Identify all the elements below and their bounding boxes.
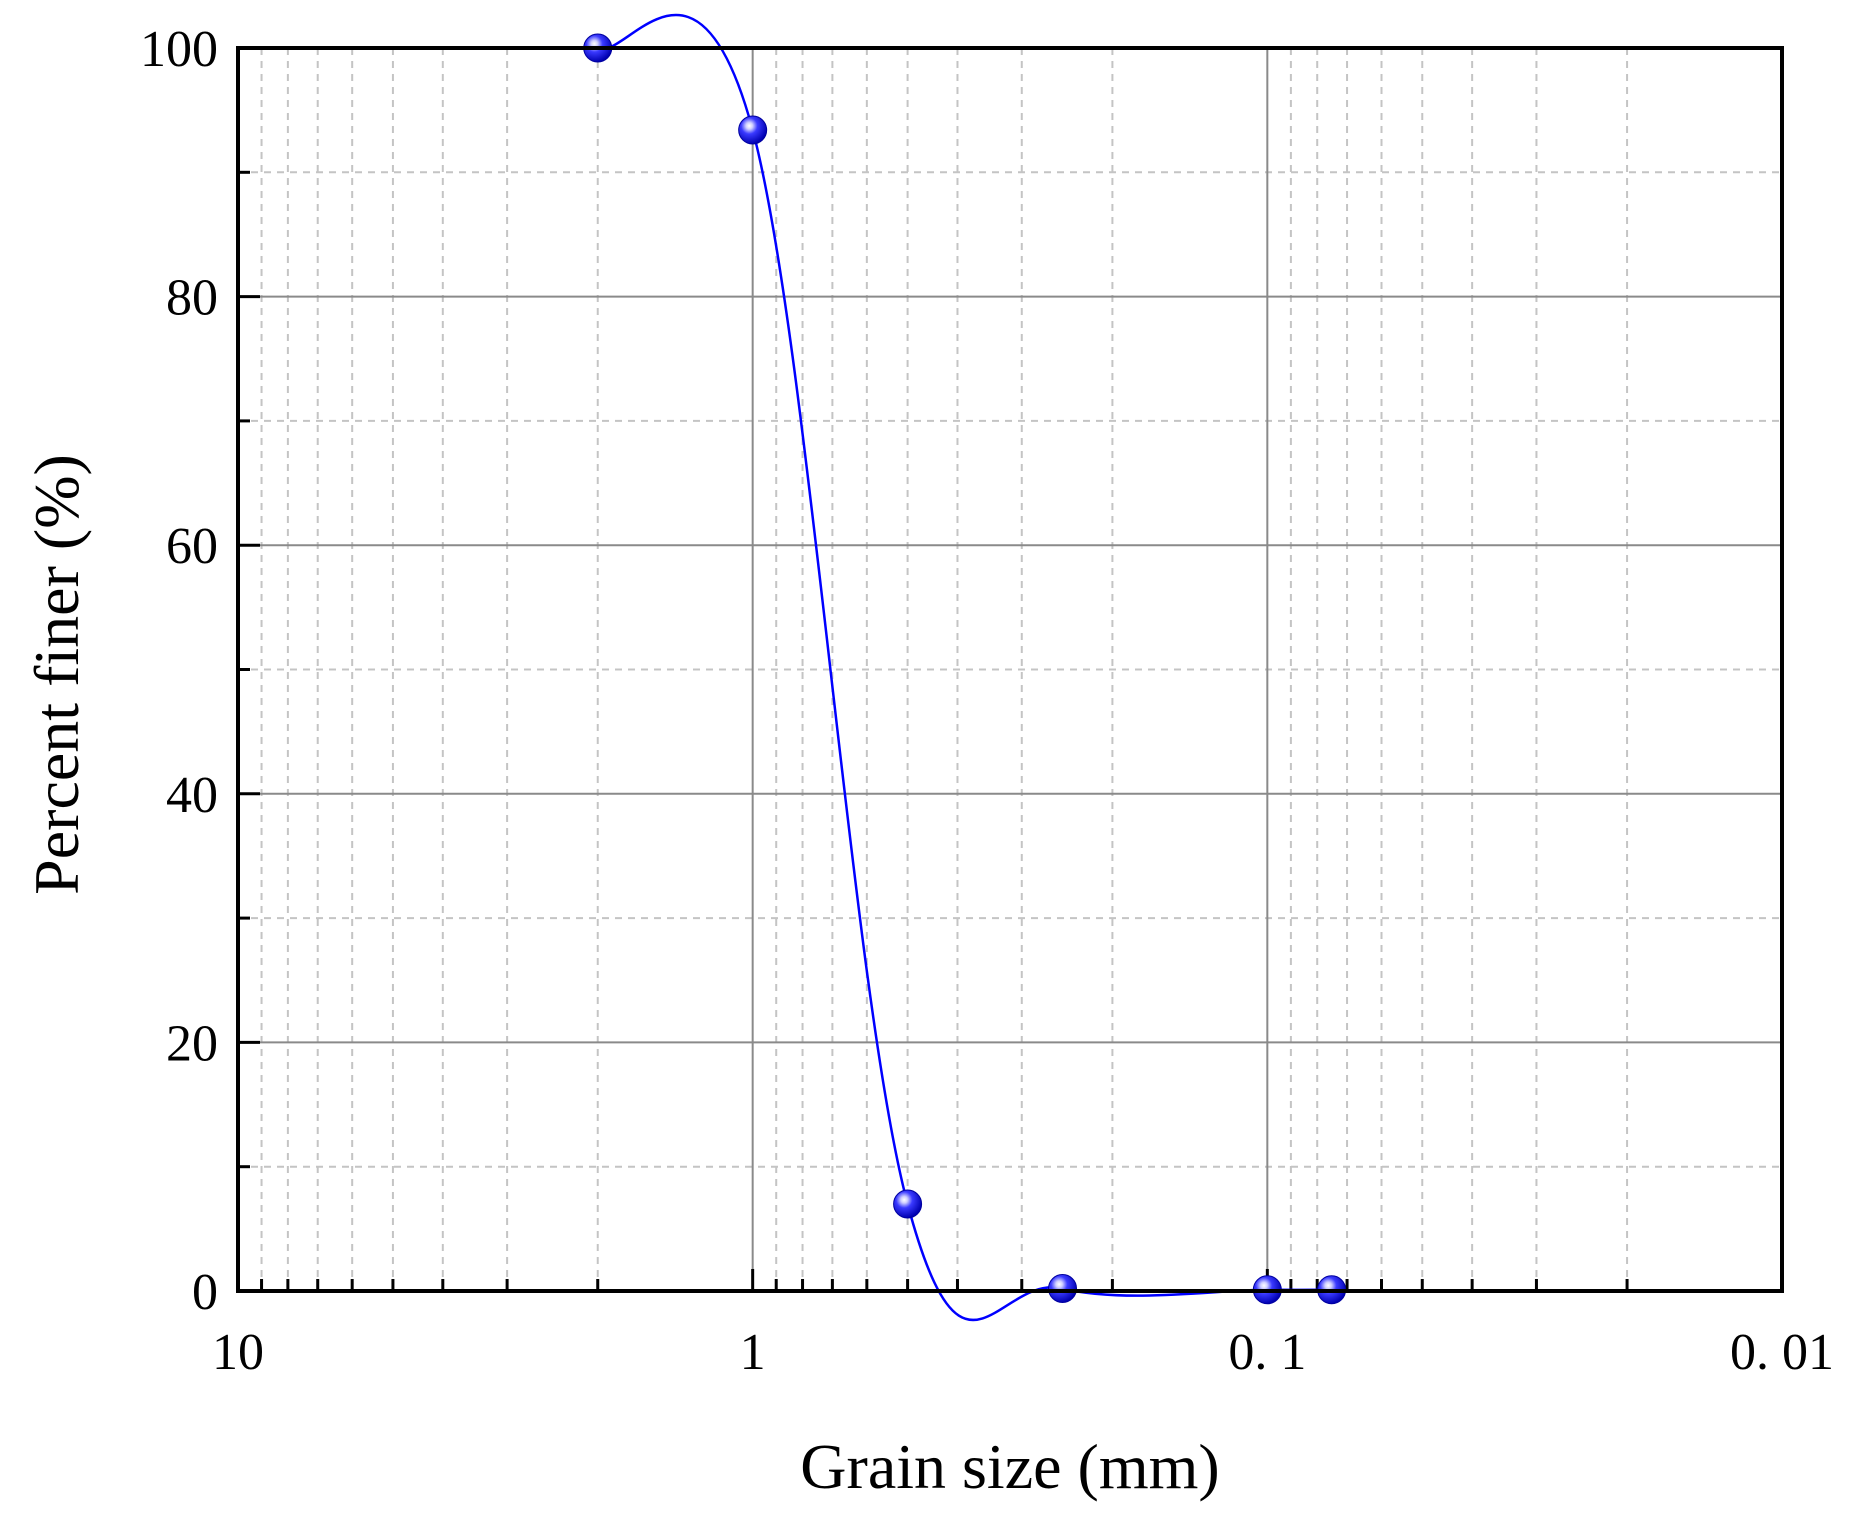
y-tick-label: 60 <box>166 518 218 575</box>
grid-layer <box>237 47 1783 1292</box>
series-line <box>597 13 1332 1322</box>
data-point <box>738 115 768 145</box>
y-tick-label: 80 <box>166 270 218 327</box>
plot-frame <box>236 46 1784 1293</box>
x-tick-label: 0. 01 <box>1730 1324 1834 1381</box>
x-tick-label: 10 <box>212 1324 264 1381</box>
y-tick-label: 20 <box>166 1015 218 1072</box>
y-tick-label: 40 <box>166 767 218 824</box>
y-tick-label: 0 <box>192 1264 218 1321</box>
y-tick-label: 100 <box>140 21 218 78</box>
tick-labels-layer: 10 1 0. 1 0. 01 0 20 40 60 80 100 <box>140 21 1834 1381</box>
x-tick-label: 0. 1 <box>1228 1324 1306 1381</box>
curve-layer <box>597 13 1332 1322</box>
data-point <box>893 1189 923 1219</box>
x-axis-title: Grain size (mm) <box>800 1431 1219 1502</box>
x-tick-label: 1 <box>740 1324 766 1381</box>
points-layer <box>583 33 1347 1305</box>
y-axis-title: Percent finer (%) <box>21 454 92 895</box>
data-point <box>1048 1274 1078 1304</box>
